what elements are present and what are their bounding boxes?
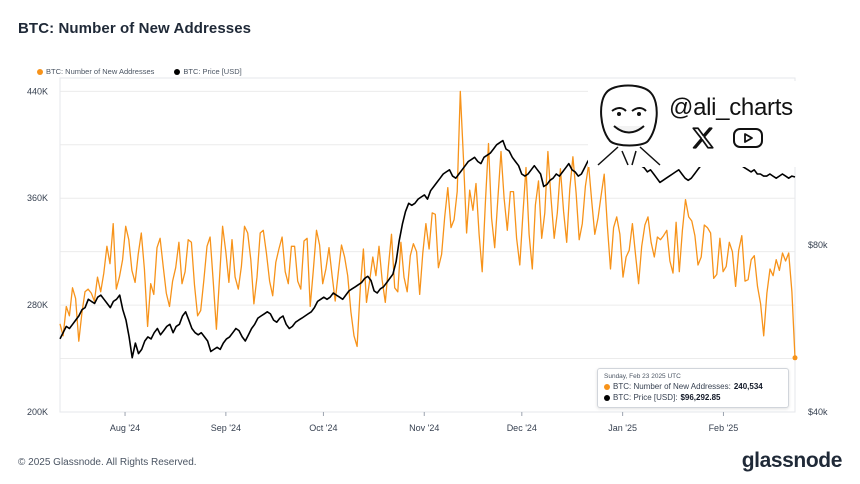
- last-point-marker: [792, 355, 798, 361]
- chart-title: BTC: Number of New Addresses: [18, 20, 252, 37]
- y-tick-label-left: 360K: [27, 193, 48, 203]
- y-tick-label-right: $80k: [808, 240, 828, 250]
- plot-border: [59, 77, 796, 413]
- y-tick-label-right: $40k: [808, 407, 828, 417]
- series-line-new-addresses: [59, 90, 796, 358]
- x-tick-label: Aug '24: [110, 423, 140, 433]
- tooltip-row-addresses: BTC: Number of New Addresses: 240,534: [604, 382, 763, 391]
- legend: BTC: Number of New Addresses BTC: Price …: [37, 67, 242, 76]
- tooltip-date: Sunday, Feb 23 2025 UTC: [604, 373, 681, 380]
- tooltip-dot-orange: [604, 383, 610, 390]
- avatar-icon: [597, 84, 661, 166]
- copyright-text: © 2025 Glassnode. All Rights Reserved.: [18, 457, 197, 468]
- y-axis-left: 200K 280K 360K 440K: [27, 86, 48, 417]
- tooltip-value-price: $96,292.85: [680, 393, 721, 402]
- tooltip: Sunday, Feb 23 2025 UTC BTC: Number of N…: [597, 368, 789, 408]
- tooltip-label-price: BTC: Price [USD]:: [613, 393, 678, 402]
- y-tick-label-left: 440K: [27, 86, 48, 96]
- brand-logo[interactable]: glassnode: [741, 449, 843, 472]
- x-tick-label: Sep '24: [211, 423, 241, 433]
- tooltip-row-price: BTC: Price [USD]: $96,292.85: [604, 393, 721, 402]
- tooltip-dot-black: [604, 394, 610, 401]
- legend-label-price: BTC: Price [USD]: [183, 67, 242, 76]
- tooltip-value-addresses: 240,534: [733, 382, 763, 391]
- legend-label-new-addresses: BTC: Number of New Addresses: [46, 67, 155, 76]
- x-tick-label: Jan '25: [608, 423, 637, 433]
- legend-item-price[interactable]: BTC: Price [USD]: [174, 67, 242, 76]
- legend-dot-black: [174, 68, 181, 75]
- youtube-icon[interactable]: [732, 126, 764, 150]
- legend-item-new-addresses[interactable]: BTC: Number of New Addresses: [37, 67, 154, 76]
- x-logo-icon[interactable]: [690, 125, 716, 151]
- watermark-handle: @ali_charts: [669, 94, 793, 121]
- y-tick-label-left: 200K: [27, 407, 48, 417]
- x-axis: Aug '24 Sep '24 Oct '24 Nov '24 Dec '24 Jan '…: [110, 412, 738, 433]
- x-tick-label: Feb '25: [709, 423, 739, 433]
- x-tick-label: Nov '24: [409, 423, 439, 433]
- y-axis-right: $40k $80k: [808, 240, 828, 417]
- x-tick-label: Dec '24: [507, 423, 537, 433]
- y-tick-label-left: 280K: [27, 300, 48, 310]
- legend-dot-orange: [37, 68, 43, 75]
- x-tick-label: Oct '24: [309, 423, 337, 433]
- series-line-price: [59, 137, 796, 359]
- grid-lines: [59, 77, 796, 413]
- watermark: [588, 81, 798, 167]
- tooltip-label-addresses: BTC: Number of New Addresses:: [613, 382, 731, 391]
